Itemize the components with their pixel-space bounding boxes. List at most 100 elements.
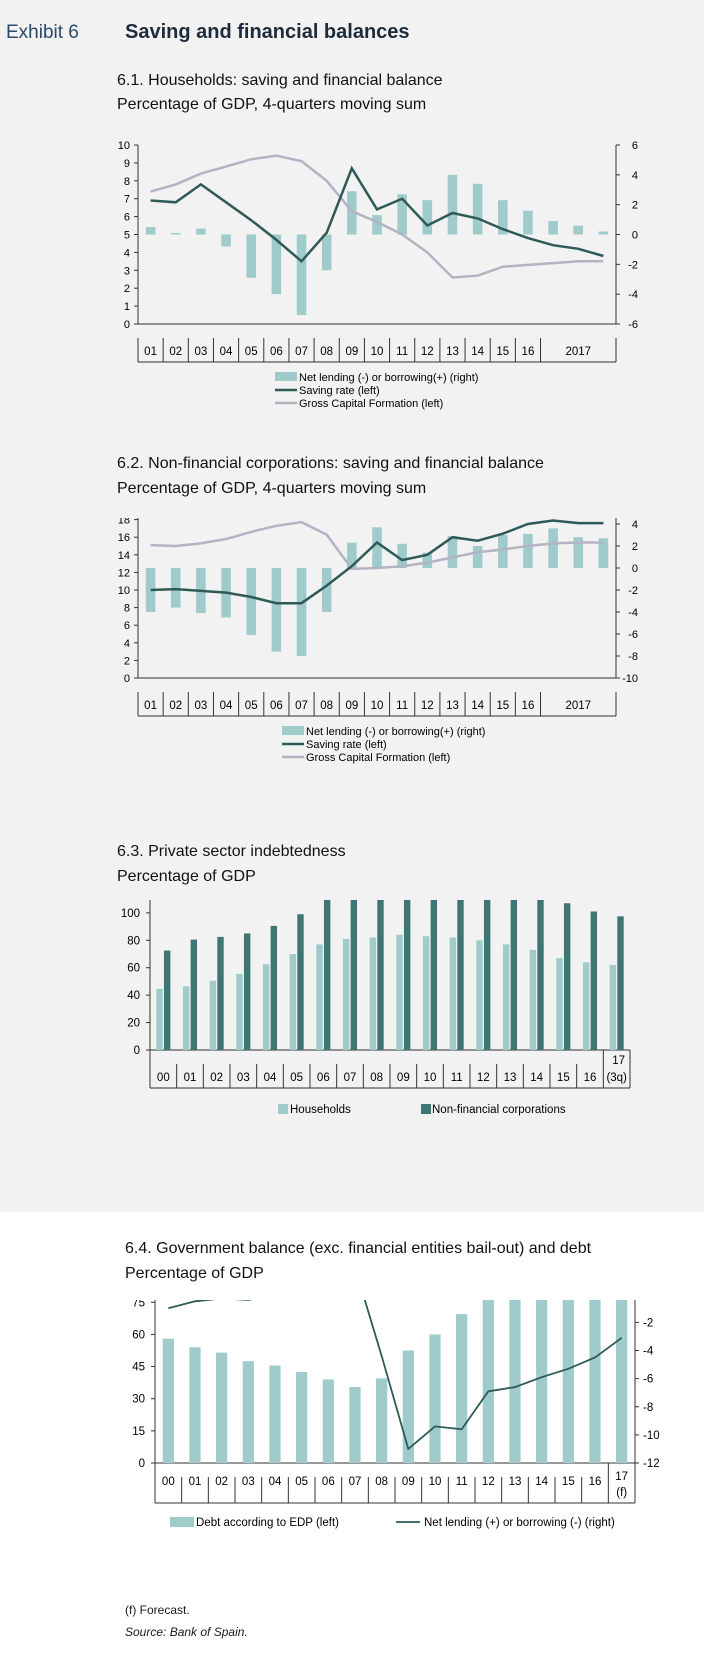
- x-tick-label: 14: [471, 700, 484, 712]
- x-tick-label: 06: [270, 346, 283, 358]
- nfc-bar: [590, 911, 598, 1050]
- x-tick-label: 02: [169, 346, 182, 358]
- x-tick-label: 09: [402, 1476, 415, 1488]
- x-tick-label: 14: [471, 346, 484, 358]
- nfc-bar: [350, 900, 358, 1050]
- debt-bar: [456, 1314, 468, 1463]
- x-tick-label: 16: [522, 700, 535, 712]
- net-lending-bar: [598, 538, 609, 568]
- net-lending-bar: [548, 528, 558, 568]
- x-tick-label: 12: [482, 1476, 495, 1488]
- net-lending-bar: [246, 568, 256, 636]
- x-tick-label: 02: [210, 1072, 223, 1084]
- x-tick-label: 05: [245, 346, 258, 358]
- chart3-title: 6.3. Private sector indebtedness: [117, 843, 346, 860]
- net-lending-bar: [221, 234, 231, 247]
- net-lending-bar: [145, 568, 156, 612]
- debt-bar: [376, 1378, 388, 1463]
- right-tick-label: 2: [632, 200, 638, 212]
- net-lending-bar: [422, 200, 433, 235]
- legend-label: Net lending (+) or borrowing (-) (right): [424, 1517, 615, 1529]
- footnote: (f) Forecast.: [125, 1603, 190, 1617]
- x-tick-label: 15: [557, 1072, 570, 1084]
- net-lending-bar: [321, 568, 332, 612]
- net-lending-bar: [170, 233, 181, 235]
- x-tick-label: 07: [295, 700, 308, 712]
- x-tick-label: 11: [396, 346, 408, 358]
- households-bar: [342, 938, 350, 1050]
- right-tick-label: -2: [643, 1317, 653, 1329]
- net-lending-bar: [472, 546, 483, 568]
- chart1-title: 6.1. Households: saving and financial ba…: [117, 72, 443, 89]
- chart3-indebtedness: 0204060801001201400001020304050607080910…: [121, 900, 631, 1116]
- x-tick-label: 01: [184, 1072, 197, 1084]
- x-tick-label: 06: [322, 1476, 335, 1488]
- left-tick-label: 6: [124, 620, 130, 632]
- left-tick-label: 7: [124, 194, 130, 206]
- chart2-title: 6.2. Non-financial corporations: saving …: [117, 455, 544, 472]
- right-tick-label: 4: [632, 170, 638, 182]
- left-tick-label: 3: [124, 265, 130, 277]
- legend-swatch-debt: [170, 1517, 194, 1527]
- right-tick-label: -8: [643, 1402, 653, 1414]
- x-tick-label: 12: [421, 346, 434, 358]
- x-tick-label: 08: [370, 1072, 383, 1084]
- legend-swatch-households: [278, 1104, 288, 1114]
- x-tick-label: 08: [320, 346, 333, 358]
- debt-bar: [242, 1361, 254, 1463]
- net-lending-bar: [372, 215, 382, 235]
- chart2-subtitle: Percentage of GDP, 4-quarters moving sum: [117, 480, 427, 497]
- x-tick-label: 01: [144, 346, 157, 358]
- net-lending-bar: [472, 183, 483, 235]
- legend-swatch-bars: [275, 372, 297, 381]
- left-tick-label: 4: [124, 638, 130, 650]
- gcf-line: [150, 154, 604, 279]
- x-tick-label: 13: [446, 346, 459, 358]
- chart4-title: 6.4. Government balance (exc. financial …: [125, 1240, 592, 1257]
- legend-label: Gross Capital Formation (left): [299, 398, 443, 410]
- nfc-bar: [243, 933, 251, 1050]
- x-tick-label: 11: [396, 700, 408, 712]
- net-lending-bar: [296, 568, 307, 656]
- x-tick-label: 00: [157, 1072, 170, 1084]
- left-tick-label: 0: [124, 673, 130, 685]
- legend-label: Saving rate (left): [299, 385, 380, 397]
- households-bar: [529, 949, 537, 1050]
- right-tick-label: -2: [628, 585, 638, 597]
- left-tick-label: 10: [118, 140, 130, 152]
- debt-bar: [322, 1379, 334, 1463]
- net-lending-bar: [145, 227, 156, 235]
- debt-bar: [429, 1334, 441, 1463]
- debt-bar: [402, 1350, 414, 1463]
- legend-label: Non-financial corporations: [432, 1104, 566, 1116]
- net-lending-bar: [347, 542, 357, 568]
- y-tick-label: 80: [127, 935, 140, 947]
- right-tick-label: 0: [632, 230, 638, 242]
- x-tick-label: 01: [144, 700, 157, 712]
- right-tick-label: 4: [632, 519, 638, 531]
- households-bar: [396, 934, 403, 1050]
- households-bar: [289, 954, 297, 1050]
- x-tick-label: 07: [349, 1476, 362, 1488]
- nfc-bar: [163, 950, 171, 1050]
- x-tick-label: 07: [295, 346, 308, 358]
- x-tick-label: 10: [371, 346, 384, 358]
- x-tick-label: 10: [424, 1072, 437, 1084]
- nfc-bar: [457, 900, 464, 1050]
- nfc-bar: [563, 903, 571, 1050]
- right-tick-label: -4: [628, 607, 638, 619]
- x-tick-label: 08: [375, 1476, 388, 1488]
- debt-bar: [509, 1300, 521, 1463]
- households-bar: [582, 962, 590, 1050]
- nfc-bar: [510, 900, 518, 1050]
- left-tick-label: 9: [124, 158, 130, 170]
- right-tick-label: -4: [643, 1346, 654, 1358]
- left-tick-label: 2: [124, 655, 130, 667]
- left-tick-label: 0: [124, 319, 130, 331]
- x-tick-label: 08: [320, 700, 333, 712]
- left-tick-label: 0: [139, 1458, 145, 1470]
- net-lending-bar: [573, 225, 584, 235]
- net-lending-bar: [397, 543, 407, 568]
- chart4-government: 0153045607590105-12-10-8-6-4-20240001020…: [132, 1300, 660, 1529]
- right-tick-label: 0: [632, 563, 638, 575]
